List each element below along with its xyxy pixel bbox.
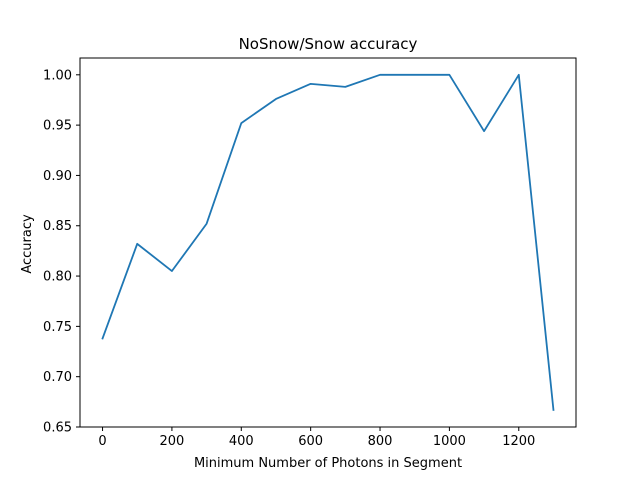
x-tick-label: 200	[160, 434, 185, 449]
series-line	[101, 73, 555, 411]
y-tick-label: 0.95	[43, 119, 72, 134]
x-tick-label: 600	[298, 434, 323, 449]
y-tick-label: 0.90	[43, 169, 72, 184]
y-tick-label: 1.00	[43, 68, 72, 83]
x-tick-label: 0	[98, 434, 106, 449]
x-axis-ticks: 0 200 400 600 800 1000 1200	[98, 427, 535, 449]
y-axis-ticks: 0.65 0.70 0.75 0.80 0.85 0.90 0.95 1.00	[43, 68, 80, 436]
x-tick-label: 1000	[433, 434, 466, 449]
chart-title: NoSnow/Snow accuracy	[239, 35, 418, 53]
axes-frame	[79, 57, 577, 428]
y-tick-label: 0.80	[43, 270, 72, 285]
y-tick-label: 0.85	[43, 219, 72, 234]
series-layer	[101, 73, 555, 411]
y-axis-label: Accuracy	[20, 214, 35, 274]
y-tick-label: 0.70	[43, 370, 72, 385]
x-tick-label: 1200	[502, 434, 535, 449]
y-tick-label: 0.65	[43, 421, 72, 436]
x-axis-label: Minimum Number of Photons in Segment	[194, 456, 462, 471]
x-tick-label: 400	[229, 434, 254, 449]
x-tick-label: 800	[368, 434, 393, 449]
y-tick-label: 0.75	[43, 320, 72, 335]
